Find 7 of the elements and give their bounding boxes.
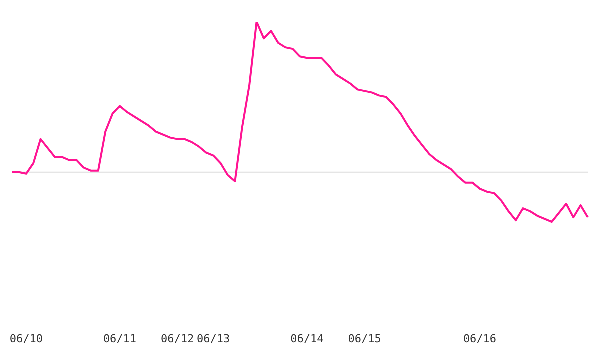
x-tick-label: 06/13 — [197, 332, 230, 346]
x-tick-label: 06/16 — [463, 332, 497, 346]
x-tick-label: 06/14 — [290, 332, 324, 346]
x-tick-label: 06/15 — [348, 332, 382, 346]
x-tick-label: 06/11 — [103, 332, 137, 346]
x-tick-label: 06/12 — [161, 332, 194, 346]
x-tick-label: 06/10 — [10, 332, 43, 346]
